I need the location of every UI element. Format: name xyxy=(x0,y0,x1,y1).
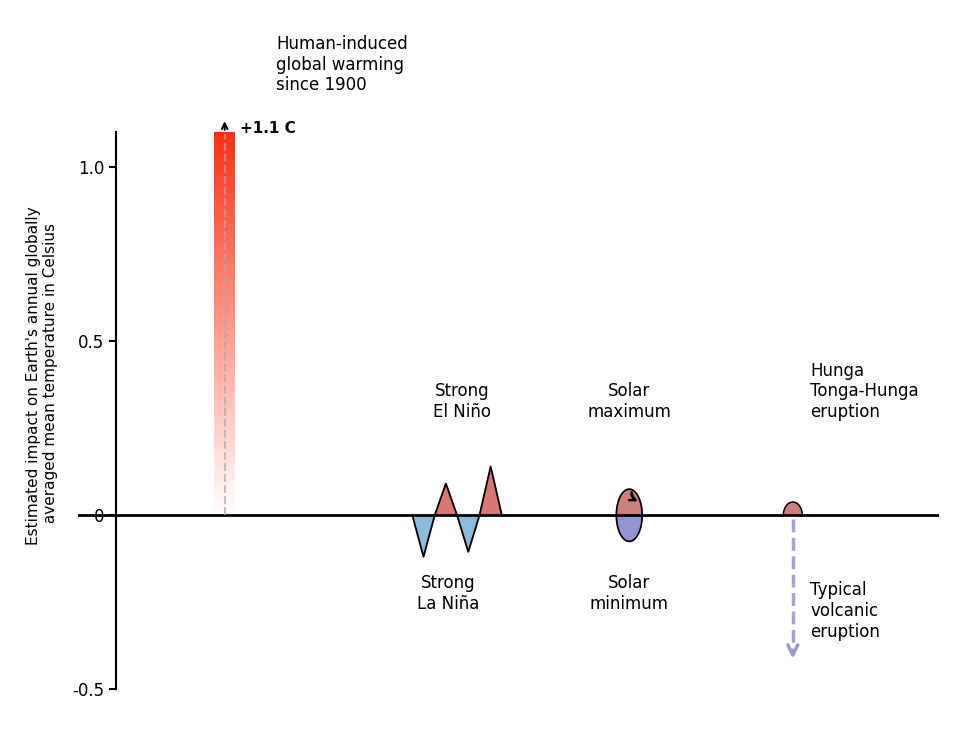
Polygon shape xyxy=(435,484,457,515)
Text: Solar
minimum: Solar minimum xyxy=(589,575,669,614)
Text: Strong
El Niño: Strong El Niño xyxy=(433,383,492,421)
Polygon shape xyxy=(616,515,642,541)
Polygon shape xyxy=(413,515,435,556)
Polygon shape xyxy=(783,502,803,515)
Text: Strong
La Niña: Strong La Niña xyxy=(418,575,480,614)
Text: Typical
volcanic
eruption: Typical volcanic eruption xyxy=(810,581,880,641)
Y-axis label: Estimated impact on Earth's annual globally
 averaged mean temperature in Celsiu: Estimated impact on Earth's annual globa… xyxy=(26,207,59,545)
Polygon shape xyxy=(479,466,502,515)
Polygon shape xyxy=(457,515,479,552)
Text: Human-induced
global warming
since 1900: Human-induced global warming since 1900 xyxy=(276,35,408,94)
Text: Hunga
Tonga-Hunga
eruption: Hunga Tonga-Hunga eruption xyxy=(810,362,919,421)
Text: Solar
maximum: Solar maximum xyxy=(588,383,671,421)
Text: +1.1 C: +1.1 C xyxy=(240,121,296,136)
Polygon shape xyxy=(616,489,642,515)
